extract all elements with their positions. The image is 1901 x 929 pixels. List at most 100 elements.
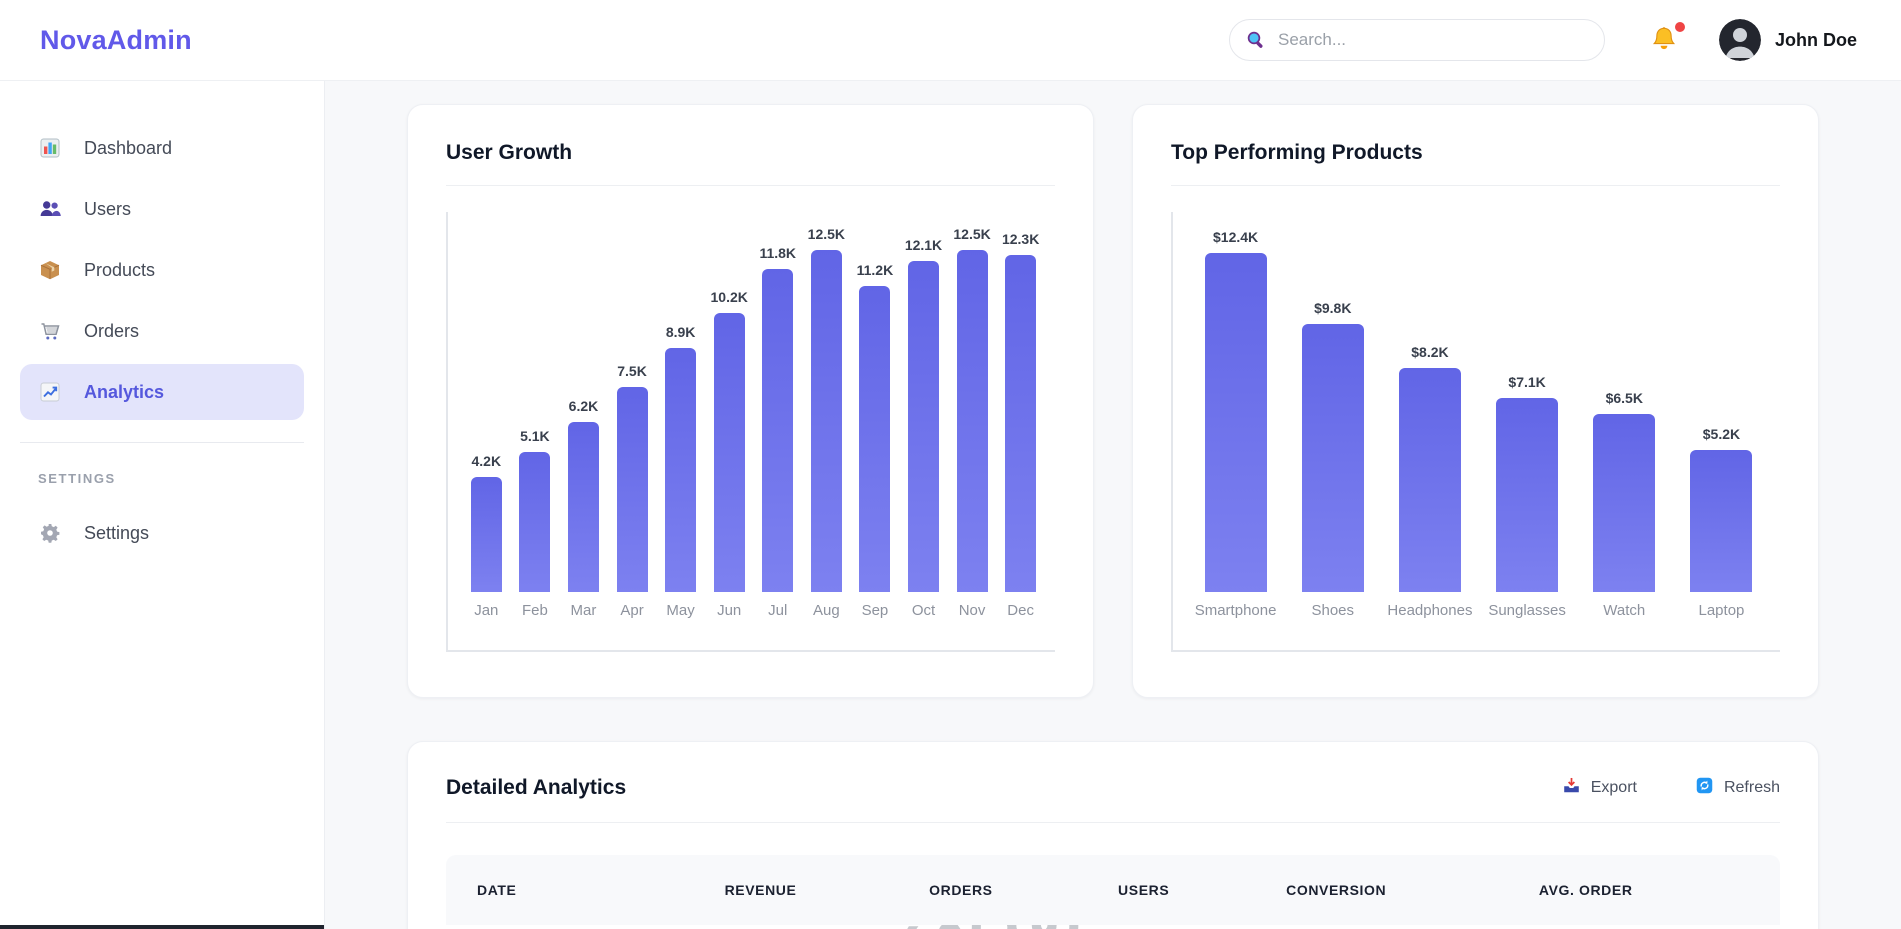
bar-value-label: $8.2K [1411, 344, 1449, 360]
chart-column: 8.9K May [656, 324, 705, 624]
category-label: Feb [521, 602, 548, 619]
sidebar-settings-nav: Settings [0, 505, 324, 561]
export-button[interactable]: Export [1562, 776, 1637, 800]
chart-column: 12.1K Oct [899, 237, 948, 624]
bar-value-label: 11.2K [856, 262, 894, 278]
card-divider [446, 185, 1055, 186]
bar-chart-icon [38, 136, 62, 160]
user-growth-card-head: User Growth [408, 105, 1093, 186]
bar-value-label: $12.4K [1213, 229, 1259, 245]
chart-column: $8.2K Headphones [1381, 344, 1478, 624]
search-box [1228, 19, 1605, 61]
chart-bar [810, 250, 842, 592]
chart-column: 10.2K Jun [705, 289, 754, 624]
notifications-button[interactable] [1649, 22, 1685, 55]
column-header-orders: ORDERS [929, 882, 993, 898]
column-header-users: USERS [1118, 882, 1170, 898]
main-content: User Growth 4.2K Jan 5.1K Feb 6.2K Mar 7.5K Apr… [325, 81, 1901, 929]
sidebar-item-analytics[interactable]: Analytics [20, 364, 304, 420]
sidebar-item-label: Orders [84, 320, 140, 341]
detailed-analytics-head: Detailed Analytics Export Refresh [408, 742, 1818, 800]
category-label: Watch [1603, 602, 1646, 619]
sidebar-item-label: Users [84, 198, 132, 219]
chart-bar [956, 250, 988, 592]
top-products-title: Top Performing Products [1171, 141, 1423, 164]
chart-column: $5.2K Laptop [1673, 426, 1770, 624]
detailed-analytics-card: Detailed Analytics Export Refresh DATE REV… [407, 741, 1819, 929]
bar-value-label: $7.1K [1508, 374, 1546, 390]
chart-bar [713, 313, 745, 592]
chart-column: $6.5K Watch [1576, 390, 1673, 624]
refresh-icon [1695, 776, 1714, 800]
chart-bar [567, 422, 599, 592]
category-label: Oct [911, 602, 936, 619]
category-label: Sunglasses [1488, 602, 1566, 619]
cart-icon [38, 319, 62, 343]
action-label: Refresh [1723, 779, 1780, 796]
search-input[interactable] [1228, 19, 1605, 61]
chart-bar [762, 269, 794, 592]
top-header: NovaAdmin John Doe [0, 0, 1901, 81]
category-label: Smartphone [1194, 602, 1277, 619]
analytics-table-header: DATE REVENUE ORDERS USERS CONVERSION AVG. ORD… [446, 855, 1780, 925]
sidebar-item-products[interactable]: Products [20, 242, 304, 298]
chart-column: 12.5K Aug [802, 226, 851, 624]
bar-value-label: 12.5K [953, 226, 991, 242]
chart-column: 12.5K Nov [948, 226, 997, 624]
bar-value-label: 8.9K [665, 324, 696, 340]
user-menu[interactable]: John Doe [1718, 19, 1857, 61]
sidebar-nav: Dashboard Users Products Orders Analytics [0, 120, 324, 420]
sidebar-item-settings[interactable]: Settings [20, 505, 304, 561]
bar-value-label: 12.3K [1001, 231, 1040, 247]
bar-value-label: $6.5K [1605, 390, 1643, 406]
bell-icon [1649, 27, 1679, 59]
column-header-revenue: REVENUE [724, 882, 797, 898]
chart-bar [1005, 255, 1037, 592]
chart-column: $9.8K Shoes [1284, 300, 1381, 624]
top-products-card-head: Top Performing Products [1133, 105, 1818, 186]
chart-bar [1690, 450, 1753, 592]
category-label: Aug [812, 602, 840, 619]
chart-bar [470, 477, 502, 592]
action-label: Export [1590, 779, 1637, 796]
user-growth-title: User Growth [446, 141, 573, 164]
chart-column: 11.2K Sep [851, 262, 900, 624]
sidebar: Dashboard Users Products Orders Analytics SE… [0, 81, 325, 929]
chart-column: $7.1K Sunglasses [1479, 374, 1576, 624]
package-icon [38, 258, 62, 282]
category-label: May [666, 602, 695, 619]
category-label: Sep [861, 602, 889, 619]
sidebar-item-label: Products [84, 259, 156, 280]
chart-bar [519, 452, 551, 592]
avatar [1718, 19, 1761, 61]
chart-column: 11.8K Jul [753, 245, 802, 624]
chart-column: $12.4K Smartphone [1187, 229, 1284, 624]
sidebar-item-users[interactable]: Users [20, 181, 304, 237]
sidebar-item-orders[interactable]: Orders [20, 303, 304, 359]
category-label: Mar [570, 602, 597, 619]
chart-column: 4.2K Jan [462, 453, 511, 624]
category-label: Nov [958, 602, 986, 619]
bar-value-label: 12.5K [807, 226, 846, 242]
category-label: Jul [768, 602, 788, 619]
bar-value-label: 12.1K [904, 237, 943, 253]
chart-increasing-icon [38, 380, 62, 404]
bar-value-label: $5.2K [1702, 426, 1741, 442]
category-label: Apr [620, 602, 644, 619]
chart-bar [1301, 324, 1364, 592]
bar-value-label: 6.2K [568, 398, 599, 414]
column-header-conversion: CONVERSION [1286, 882, 1387, 898]
bar-value-label: $9.8K [1314, 300, 1352, 316]
chart-bar [1496, 398, 1559, 592]
bar-value-label: 4.2K [471, 453, 502, 469]
app-logo[interactable]: NovaAdmin [40, 24, 192, 55]
category-label: Dec [1007, 602, 1034, 619]
chart-column: 12.3K Dec [996, 231, 1045, 624]
refresh-button[interactable]: Refresh [1695, 776, 1780, 800]
sidebar-item-label: Analytics [84, 381, 165, 402]
sidebar-item-dashboard[interactable]: Dashboard [20, 120, 304, 176]
bar-value-label: 11.8K [759, 245, 797, 261]
detail-actions: Export Refresh [1562, 776, 1780, 800]
bar-value-label: 5.1K [520, 428, 550, 444]
user-name: John Doe [1774, 29, 1857, 50]
